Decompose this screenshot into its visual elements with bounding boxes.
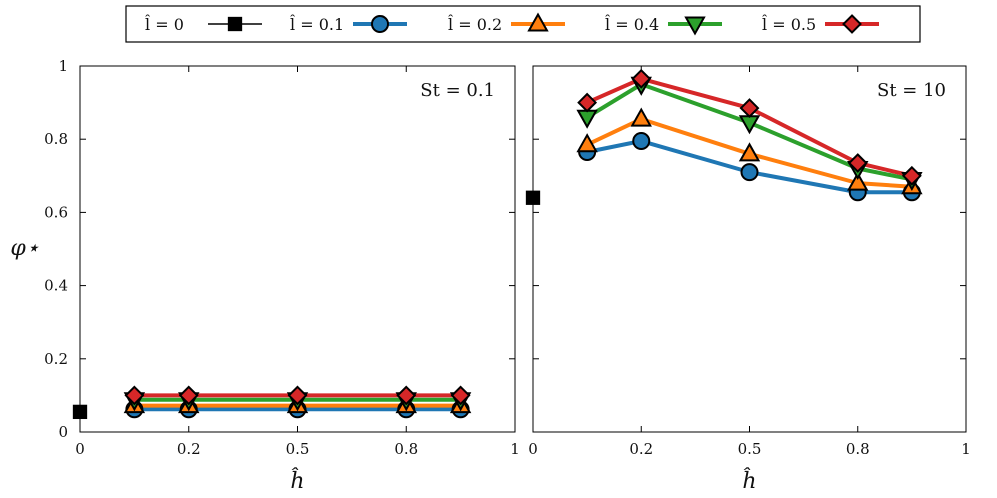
data-point bbox=[525, 190, 541, 205]
x-tick-label: 0 bbox=[528, 440, 538, 458]
data-point bbox=[577, 92, 598, 113]
data-point bbox=[178, 385, 199, 406]
x-tick-label: 0.5 bbox=[286, 440, 310, 458]
data-point bbox=[576, 109, 598, 129]
legend: l̂ = 0 l̂ = 0.1 l̂ = 0.2 l̂ = 0.4 l̂ = 0.5 bbox=[125, 5, 921, 43]
legend-marker bbox=[227, 16, 243, 32]
data-point bbox=[901, 165, 922, 186]
data-point bbox=[847, 153, 868, 173]
data-point bbox=[72, 404, 88, 420]
data-point bbox=[396, 385, 417, 406]
data-point bbox=[287, 385, 308, 406]
legend-entry: l̂ = 0.2 bbox=[448, 12, 565, 34]
data-point bbox=[847, 171, 869, 191]
legend-entry: l̂ = 0.5 bbox=[762, 14, 879, 34]
legend-marker bbox=[527, 12, 549, 32]
y-axis-title: φ⋆ bbox=[10, 236, 39, 261]
x-axis-title: ĥ bbox=[742, 467, 756, 494]
chart-panel: 0 0.2 0.4 0.6 0.8 1 0 0.2 0.5 0.8 1 ĥ φ⋆ St = 0.1 bbox=[10, 57, 519, 494]
x-tick-label: 1 bbox=[510, 440, 520, 458]
panel-annotation: St = 0.1 bbox=[420, 80, 495, 101]
chart-panel: 0 0.2 0.5 0.8 1 ĥ St = 10 bbox=[525, 65, 971, 494]
legend-label: l̂ = 0.5 bbox=[762, 15, 817, 34]
x-tick-label: 0.2 bbox=[629, 440, 653, 458]
x-tick-label: 1 bbox=[961, 440, 971, 458]
x-tick-label: 0.8 bbox=[846, 440, 870, 458]
legend-entry: l̂ = 0.4 bbox=[605, 15, 722, 36]
data-point bbox=[739, 98, 760, 119]
data-point bbox=[740, 163, 759, 182]
x-axis-title: ĥ bbox=[290, 467, 304, 494]
legend-label: l̂ = 0 bbox=[145, 15, 184, 34]
legend-label: l̂ = 0.2 bbox=[448, 15, 503, 34]
data-point bbox=[738, 142, 761, 162]
panel-annotation: St = 10 bbox=[877, 80, 946, 101]
legend-marker bbox=[842, 14, 862, 34]
y-tick-label: 0.4 bbox=[44, 277, 68, 295]
y-tick-label: 0.6 bbox=[44, 203, 68, 221]
y-tick-label: 0.8 bbox=[44, 130, 68, 148]
y-tick-label: 1 bbox=[58, 57, 68, 75]
plot-frame bbox=[79, 65, 516, 433]
data-point bbox=[630, 107, 652, 127]
data-point bbox=[632, 132, 651, 151]
y-tick-label: 0.2 bbox=[44, 350, 68, 368]
legend-entry: l̂ = 0 bbox=[145, 15, 262, 34]
x-tick-label: 0 bbox=[75, 440, 85, 458]
legend-label: l̂ = 0.4 bbox=[605, 15, 660, 34]
data-point bbox=[450, 385, 471, 406]
data-point bbox=[124, 385, 145, 406]
legend-marker bbox=[371, 15, 389, 33]
data-point bbox=[576, 133, 598, 153]
legend-entry: l̂ = 0.1 bbox=[290, 15, 407, 34]
legend-label: l̂ = 0.1 bbox=[290, 15, 345, 34]
legend-marker bbox=[684, 16, 706, 36]
x-tick-label: 0.5 bbox=[738, 440, 762, 458]
x-tick-label: 0.2 bbox=[177, 440, 201, 458]
x-tick-label: 0.8 bbox=[394, 440, 418, 458]
y-tick-label: 0 bbox=[58, 423, 68, 441]
data-point bbox=[631, 68, 652, 89]
